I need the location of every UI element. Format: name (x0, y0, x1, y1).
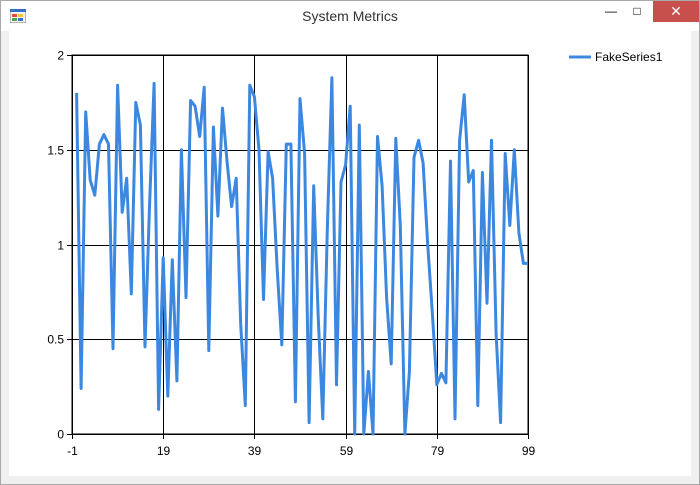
x-tick-label: 19 (157, 444, 171, 458)
series-lines (75, 76, 528, 436)
close-icon: ✕ (670, 3, 682, 19)
legend-label: FakeSeries1 (595, 50, 663, 64)
app-icon (10, 9, 26, 23)
series-line-FakeSeries1 (75, 76, 528, 436)
y-axis: 0 0.5 1 1.5 2 (47, 49, 64, 442)
y-tick-label: 2 (57, 49, 64, 63)
maximize-button[interactable]: □ (623, 1, 651, 22)
maximize-icon: □ (633, 4, 641, 18)
x-tick-label: -1 (67, 444, 78, 458)
minimize-button[interactable]: — (597, 1, 625, 22)
x-tick-label: 99 (522, 444, 536, 458)
y-tick-label: 0 (57, 428, 64, 442)
chart-area: -1 19 39 59 79 99 0 0.5 1 1.5 2 FakeSeries1 (9, 31, 691, 476)
y-tick-label: 1 (57, 239, 64, 253)
close-button[interactable]: ✕ (653, 1, 699, 22)
line-chart: -1 19 39 59 79 99 0 0.5 1 1.5 2 FakeSeries1 (47, 49, 663, 459)
x-tick-label: 79 (431, 444, 445, 458)
x-axis: -1 19 39 59 79 99 (67, 444, 535, 458)
window-title: System Metrics (302, 8, 398, 24)
title-bar[interactable]: System Metrics — □ ✕ (1, 1, 699, 31)
legend: FakeSeries1 (569, 50, 663, 64)
x-tick-label: 59 (340, 444, 354, 458)
x-tick-label: 39 (248, 444, 262, 458)
y-tick-label: 1.5 (47, 144, 64, 158)
minimize-icon: — (605, 4, 617, 18)
y-tick-label: 0.5 (47, 333, 64, 347)
